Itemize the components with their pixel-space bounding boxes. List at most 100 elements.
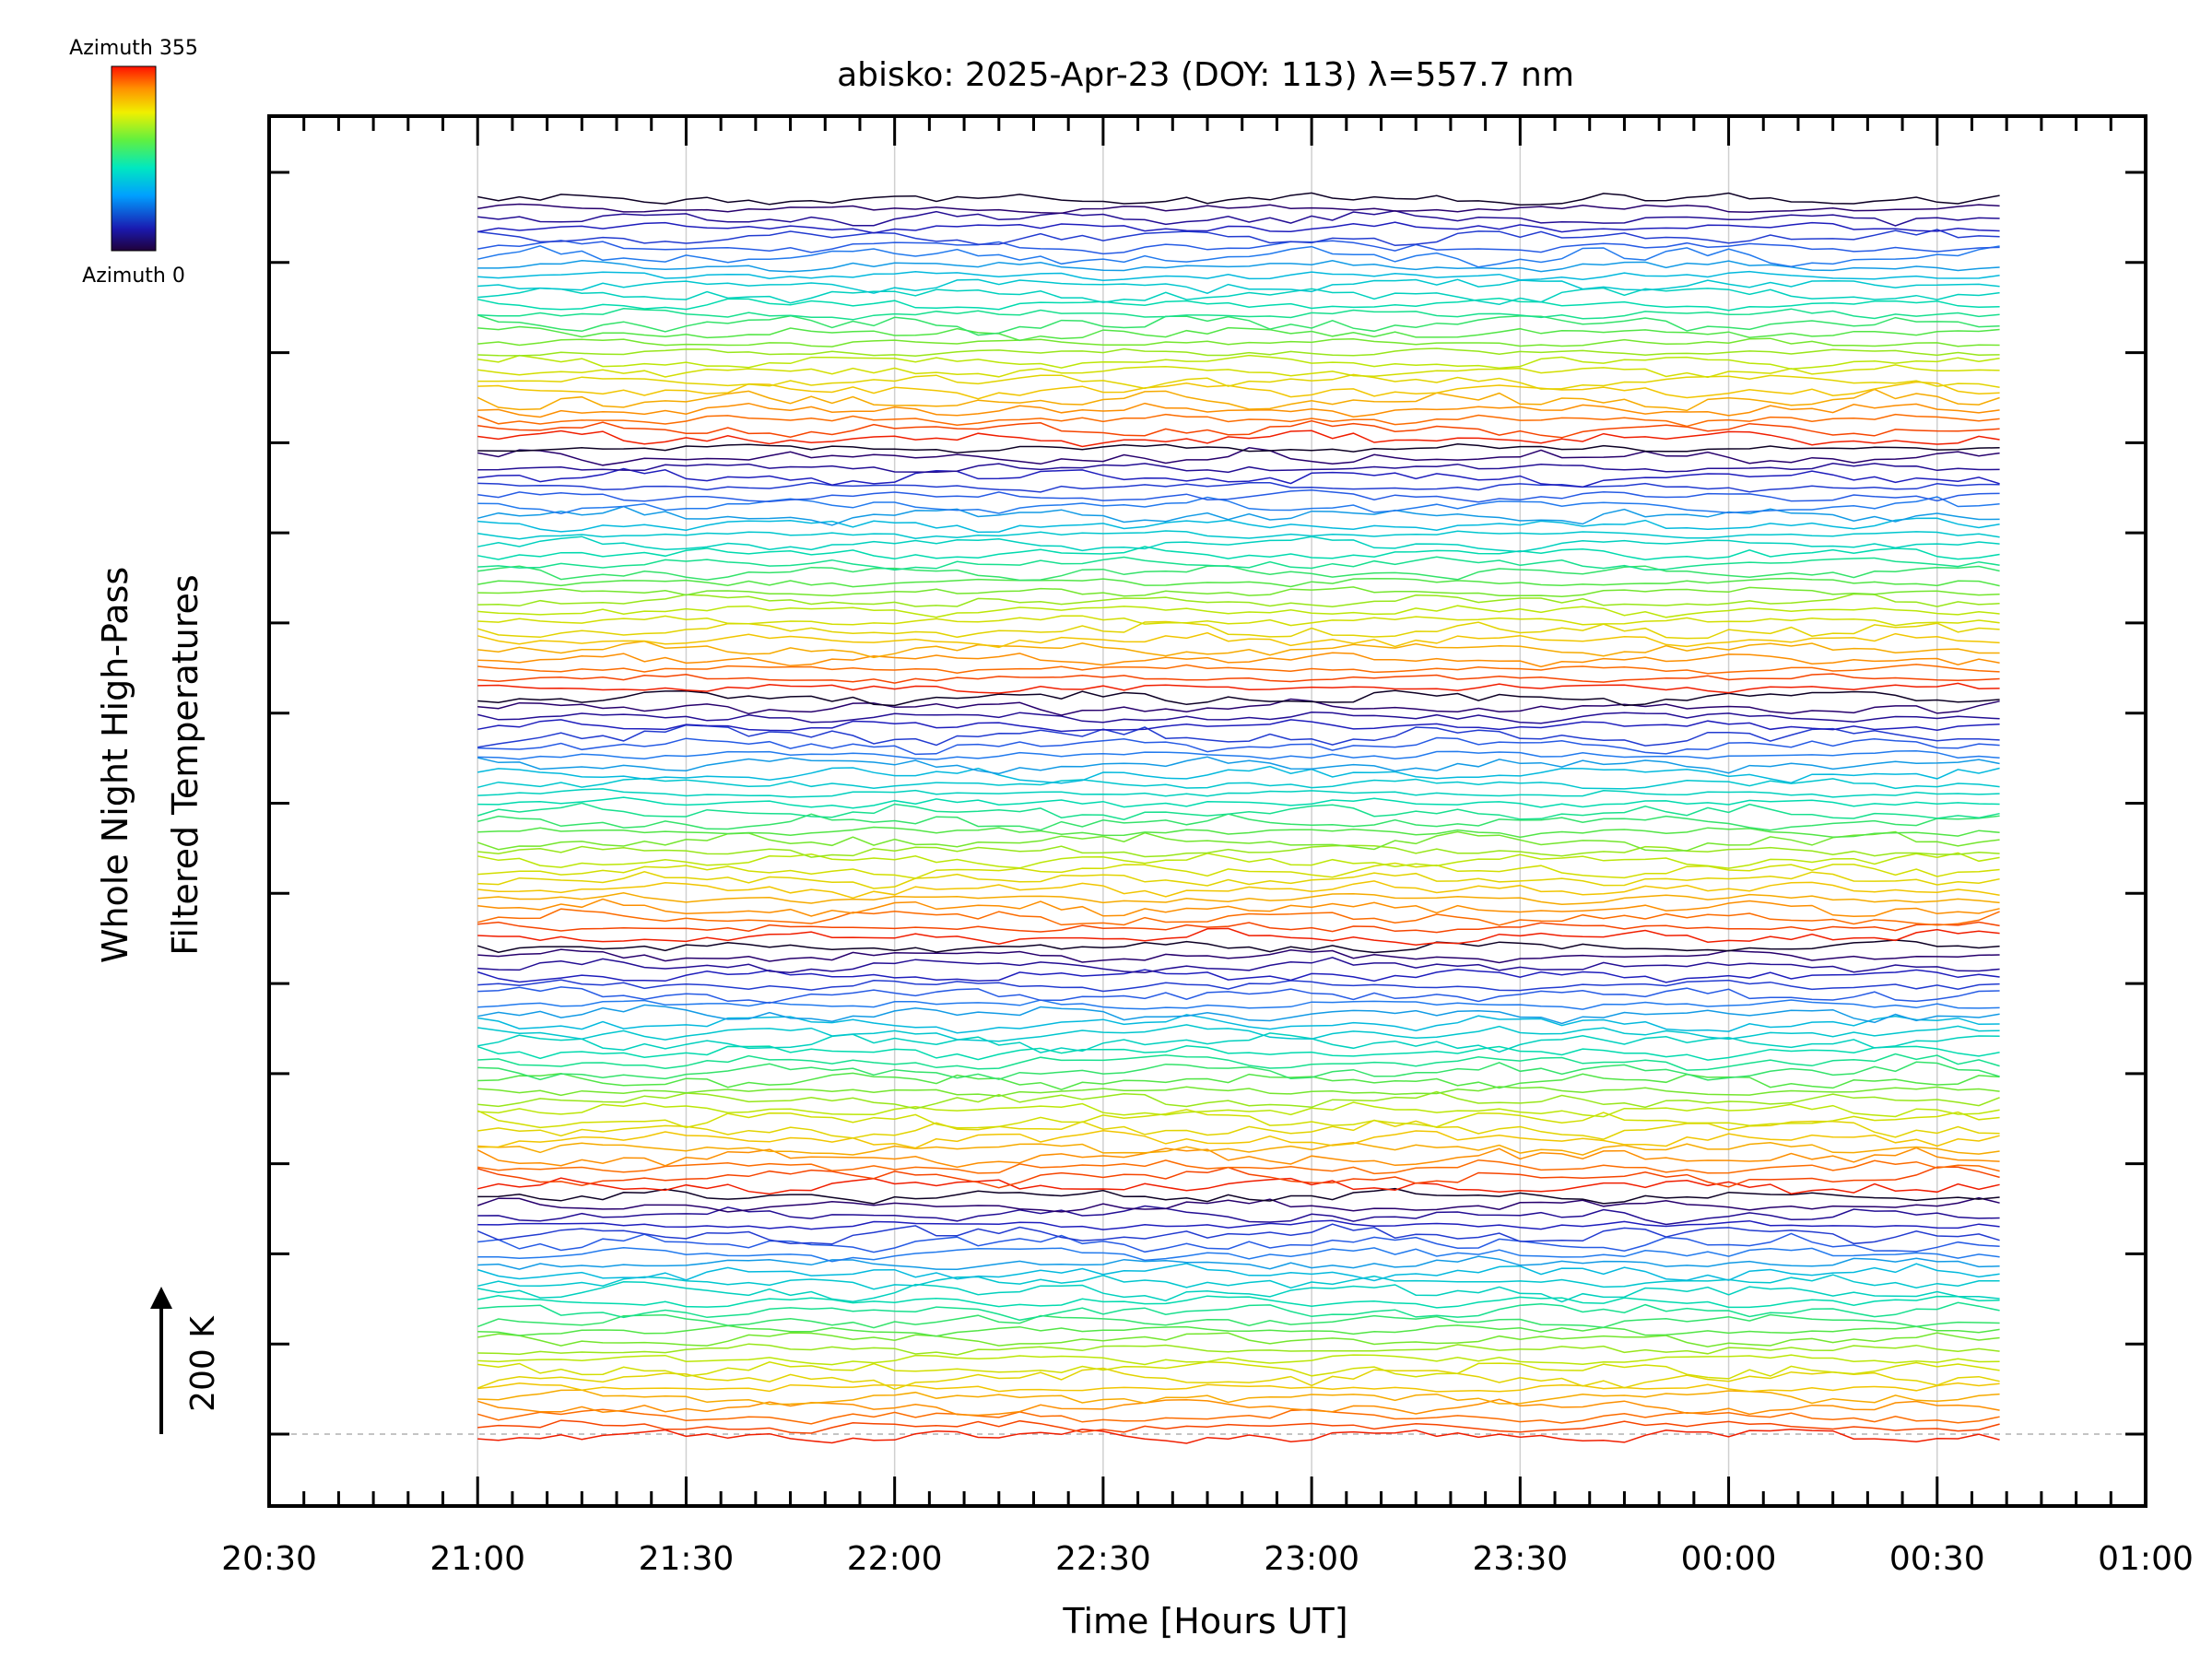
series-line <box>477 463 2000 474</box>
series-line <box>477 1061 2000 1081</box>
series-line <box>477 788 2000 798</box>
series-line <box>477 297 2000 312</box>
series-line <box>477 986 2000 1005</box>
series-line <box>477 429 2000 448</box>
series-line <box>477 813 2000 831</box>
series-line <box>477 535 2000 553</box>
series-line <box>477 1187 2000 1205</box>
colorbar-bottom-label: Azimuth 0 <box>82 265 185 288</box>
series-line <box>477 749 2000 760</box>
series-line <box>477 240 2000 255</box>
series-line <box>477 605 2000 618</box>
x-tick-label: 01:00 <box>2098 1540 2194 1578</box>
series-line <box>477 796 2000 809</box>
series-line <box>477 337 2000 347</box>
series-line <box>477 1428 2000 1444</box>
series-line <box>477 210 2000 227</box>
series-line <box>477 1419 2000 1434</box>
series-line <box>477 631 2000 649</box>
series-line <box>477 1274 2000 1290</box>
series-line <box>477 664 2000 675</box>
series-line <box>477 892 2000 905</box>
series-line <box>477 652 2000 668</box>
series-line <box>477 979 2000 993</box>
series-line <box>477 1332 2000 1347</box>
series-line <box>477 898 2000 918</box>
series-line <box>477 871 2000 889</box>
x-tick-label: 20:30 <box>221 1540 317 1578</box>
series-line <box>477 736 2000 756</box>
series-line <box>477 1382 2000 1393</box>
series-line <box>477 1024 2000 1042</box>
series-line <box>477 1090 2000 1110</box>
series-lines <box>477 192 2000 1444</box>
series-line <box>477 467 2000 488</box>
x-tick-label: 22:00 <box>847 1540 943 1578</box>
series-line <box>477 682 2000 694</box>
series-line <box>477 620 2000 640</box>
x-tick-label: 21:00 <box>429 1540 525 1578</box>
series-line <box>477 381 2000 400</box>
series-line <box>477 388 2000 412</box>
series-line <box>477 1053 2000 1071</box>
x-tick-labels: 20:30 21:00 21:30 22:00 22:30 23:00 23:30 00:00… <box>221 1540 2194 1578</box>
series-line <box>477 1281 2000 1303</box>
series-line <box>477 1119 2000 1140</box>
series-line <box>477 1398 2000 1417</box>
series-line <box>477 496 2000 514</box>
x-tick-label: 21:30 <box>639 1540 735 1578</box>
series-line <box>477 689 2000 707</box>
series-line <box>477 927 2000 946</box>
series-line <box>477 1408 2000 1425</box>
series-line <box>477 245 2000 268</box>
series-line <box>477 615 2000 627</box>
x-tick-label: 23:30 <box>1472 1540 1568 1578</box>
series-line <box>477 1141 2000 1156</box>
series-line <box>477 402 2000 418</box>
grid-lines <box>269 116 2146 1506</box>
series-line <box>477 844 2000 858</box>
series-line <box>477 203 2000 215</box>
series-line <box>477 556 2000 571</box>
series-line <box>477 712 2000 724</box>
series-line <box>477 517 2000 534</box>
colorbar-top-label: Azimuth 355 <box>69 37 198 60</box>
series-line <box>477 1354 2000 1366</box>
series-line <box>477 278 2000 294</box>
series-line <box>477 314 2000 336</box>
series-line <box>477 673 2000 684</box>
series-line <box>477 419 2000 439</box>
series-line <box>477 1086 2000 1098</box>
scale-arrow: 200 K <box>150 1287 222 1434</box>
series-line <box>477 308 2000 321</box>
series-line <box>477 1324 2000 1337</box>
series-line <box>477 287 2000 305</box>
series-line <box>477 765 2000 784</box>
series-line <box>477 1196 2000 1213</box>
series-line <box>477 826 2000 839</box>
series-line <box>477 1223 2000 1245</box>
x-tick-label: 00:00 <box>1681 1540 1777 1578</box>
x-axis-label: Time [Hours UT] <box>1062 1601 1347 1641</box>
series-line <box>477 802 2000 820</box>
series-line <box>477 270 2000 281</box>
series-line <box>477 852 2000 869</box>
series-line <box>477 1166 2000 1189</box>
series-line <box>477 880 2000 900</box>
series-line <box>477 1246 2000 1263</box>
series-line <box>477 908 2000 926</box>
series-line <box>477 229 2000 247</box>
series-line <box>477 957 2000 974</box>
x-tick-label: 23:00 <box>1264 1540 1359 1578</box>
series-line <box>477 347 2000 358</box>
series-line <box>477 1295 2000 1309</box>
series-line <box>477 354 2000 371</box>
series-line <box>477 489 2000 503</box>
y-axis-label-line1: Whole Night High-Pass <box>95 567 135 963</box>
series-line <box>477 192 2000 206</box>
chart-title: abisko: 2025-Apr-23 (DOY: 113) λ=557.7 n… <box>837 56 1574 94</box>
series-line <box>477 1360 2000 1380</box>
series-line <box>477 921 2000 934</box>
y-axis-label-line2: Filtered Temperatures <box>165 574 206 955</box>
